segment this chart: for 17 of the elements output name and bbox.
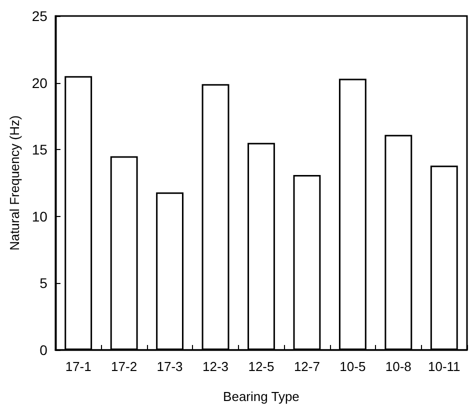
x-tick-label: 12-3 xyxy=(202,359,229,374)
y-tick-label: 25 xyxy=(32,8,48,24)
x-tick-label: 10-11 xyxy=(428,359,460,374)
y-tick-label: 10 xyxy=(32,208,48,224)
x-tick-label: 12-5 xyxy=(248,359,274,374)
x-axis-title: Bearing Type xyxy=(223,389,300,404)
x-tick-label: 10-8 xyxy=(385,359,412,374)
x-tick-label: 12-7 xyxy=(294,359,320,374)
x-tick-label: 17-2 xyxy=(111,359,138,374)
y-tick-label: 20 xyxy=(32,74,48,91)
x-tick-label: 17-3 xyxy=(156,359,183,374)
y-axis-title: Natural Frequency (Hz) xyxy=(7,115,22,251)
x-tick-label: 10-5 xyxy=(340,359,366,374)
x-tick-label: 17-1 xyxy=(65,359,92,374)
y-tick-label: 5 xyxy=(40,275,48,292)
y-tick-label: 15 xyxy=(32,142,48,158)
y-tick-label: 0 xyxy=(40,342,48,358)
